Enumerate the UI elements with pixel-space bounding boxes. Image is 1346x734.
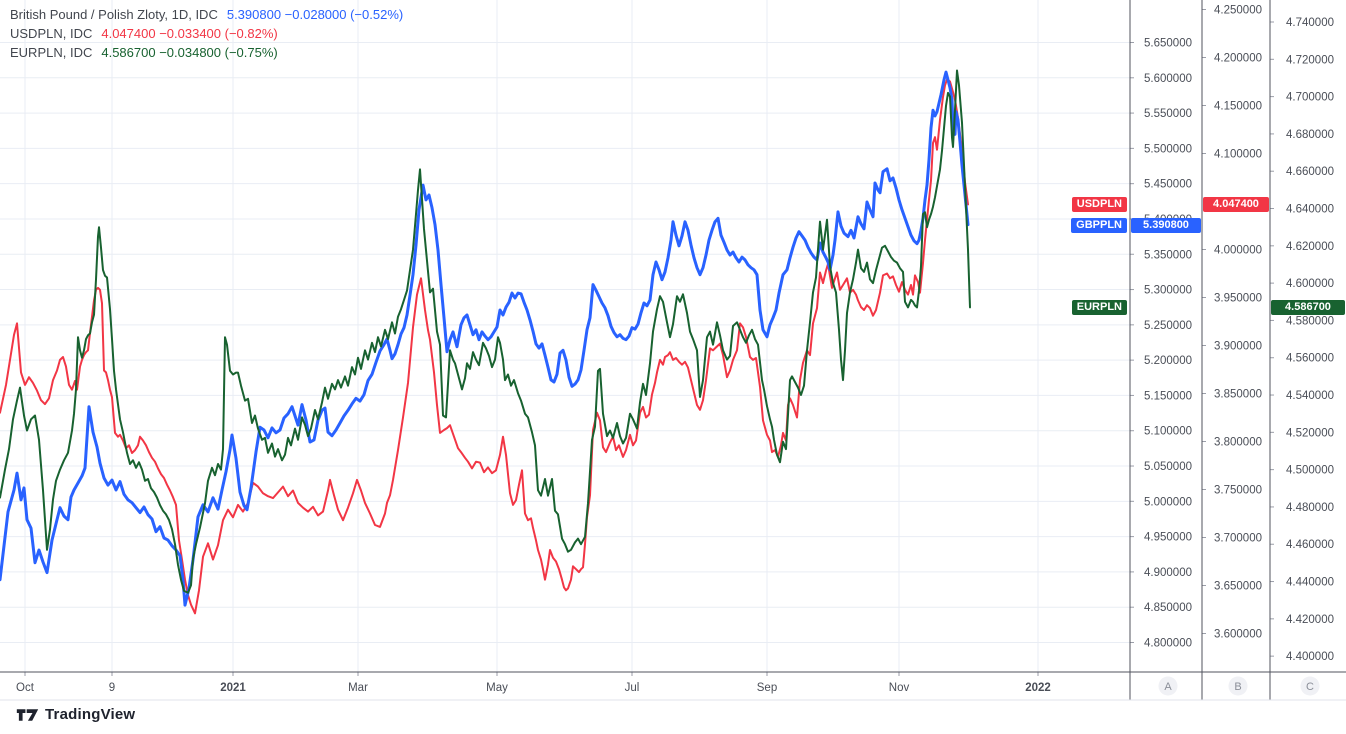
- price-tick-label: 4.520000: [1286, 427, 1334, 439]
- ticker-tag-gbppln: GBPPLN: [1071, 218, 1127, 233]
- scale-button-circle: [1158, 676, 1178, 696]
- price-tick-label: 3.600000: [1214, 629, 1262, 641]
- price-tick-label: 4.560000: [1286, 353, 1334, 365]
- price-tick-label: 4.740000: [1286, 17, 1334, 29]
- tradingview-logo-icon: [16, 708, 39, 721]
- price-tick-label: 4.200000: [1214, 53, 1262, 65]
- price-tick-label: 4.950000: [1144, 532, 1192, 544]
- price-tick-label: 5.250000: [1144, 320, 1192, 332]
- price-tick-label: 5.500000: [1144, 143, 1192, 155]
- price-tick-label: 5.450000: [1144, 179, 1192, 191]
- price-tick-label: 3.850000: [1214, 389, 1262, 401]
- series-line-eurpln: [0, 69, 971, 594]
- price-scale-b[interactable]: 4.250000 4.200000 4.150000 4.100000 4.000000…: [1202, 5, 1262, 641]
- legend-row-eurpln[interactable]: EURPLN, IDC 4.586700 −0.034800 (−0.75%): [10, 43, 403, 62]
- scale-button-a[interactable]: A: [1158, 676, 1178, 696]
- price-tick-label: 4.600000: [1286, 278, 1334, 290]
- price-tick-label: 4.850000: [1144, 602, 1192, 614]
- price-tick-label: 3.800000: [1214, 437, 1262, 449]
- scale-button-b[interactable]: B: [1228, 676, 1248, 696]
- scale-button-label: C: [1306, 681, 1314, 693]
- legend-values-eurpln: 4.586700 −0.034800 (−0.75%): [101, 45, 278, 60]
- series-line-usdpln: [0, 78, 969, 615]
- price-tick-label: 4.420000: [1286, 614, 1334, 626]
- price-tag-usdpln: 4.047400: [1203, 197, 1269, 212]
- series-lines: [0, 69, 971, 615]
- series-line-gbppln: [0, 70, 970, 607]
- price-tick-label: 5.650000: [1144, 37, 1192, 49]
- price-tick-label: 3.750000: [1214, 485, 1262, 497]
- ticker-tag-usdpln: USDPLN: [1071, 197, 1127, 212]
- price-tick-label: 5.100000: [1144, 426, 1192, 438]
- chart-pane[interactable]: [0, 0, 1130, 672]
- price-tick-label: 4.000000: [1214, 245, 1262, 257]
- time-tick-label: Nov: [889, 682, 910, 694]
- scale-button-label: A: [1164, 681, 1172, 693]
- tradingview-logo[interactable]: TradingView: [16, 706, 135, 723]
- price-tick-label: 5.000000: [1144, 496, 1192, 508]
- time-tick-label: 9: [109, 682, 115, 694]
- price-tick-label: 5.050000: [1144, 461, 1192, 473]
- legend-values-usdpln: 4.047400 −0.033400 (−0.82%): [101, 26, 278, 41]
- price-tick-label: 5.550000: [1144, 108, 1192, 120]
- price-tick-label: 4.800000: [1144, 637, 1192, 649]
- price-tick-label: 5.600000: [1144, 73, 1192, 85]
- price-tick-label: 4.540000: [1286, 390, 1334, 402]
- legend-title-usdpln: USDPLN, IDC: [10, 26, 93, 41]
- legend-values-gbppln: 5.390800 −0.028000 (−0.52%): [226, 7, 404, 22]
- time-tick-label: 2021: [220, 682, 246, 694]
- time-axis-area[interactable]: [0, 672, 1346, 700]
- price-scale-c[interactable]: 4.740000 4.720000 4.700000 4.680000 4.660000…: [1270, 17, 1334, 663]
- legend-title-eurpln: EURPLN, IDC: [10, 45, 93, 60]
- price-tick-label: 5.350000: [1144, 249, 1192, 261]
- price-tick-label: 4.700000: [1286, 92, 1334, 104]
- price-tick-label: 4.250000: [1214, 5, 1262, 17]
- price-tick-label: 4.100000: [1214, 149, 1262, 161]
- price-tick-label: 4.720000: [1286, 54, 1334, 66]
- price-tick-label: 3.700000: [1214, 533, 1262, 545]
- time-axis[interactable]: Oct 9 2021 Mar May Jul Sep Nov 2022: [0, 672, 1346, 700]
- price-tick-label: 4.620000: [1286, 241, 1334, 253]
- price-tick-label: 4.640000: [1286, 204, 1334, 216]
- legend: British Pound / Polish Zloty, 1D, IDC 5.3…: [10, 5, 403, 62]
- price-tick-label: 4.500000: [1286, 465, 1334, 477]
- price-tick-label: 4.150000: [1214, 101, 1262, 113]
- price-scale-a[interactable]: 5.650000 5.600000 5.550000 5.500000 5.450000…: [1130, 37, 1192, 649]
- tradingview-logo-text: TradingView: [45, 706, 136, 723]
- price-tick-label: 4.660000: [1286, 166, 1334, 178]
- price-tick-label: 4.580000: [1286, 315, 1334, 327]
- scale-button-circle: [1300, 676, 1320, 696]
- time-tick-label: 2022: [1025, 682, 1051, 694]
- scale-button-circle: [1228, 676, 1248, 696]
- time-tick-label: Sep: [757, 682, 777, 694]
- price-tick-label: 3.650000: [1214, 581, 1262, 593]
- scale-button-label: B: [1234, 681, 1241, 693]
- price-tag-eurpln: 4.586700: [1271, 300, 1345, 315]
- time-tick-label: Mar: [348, 682, 368, 694]
- price-tick-label: 4.400000: [1286, 651, 1334, 663]
- price-tag-gbppln: 5.390800: [1131, 218, 1201, 233]
- time-tick-label: Oct: [16, 682, 35, 694]
- price-tick-label: 3.950000: [1214, 293, 1262, 305]
- legend-title-gbppln: British Pound / Polish Zloty, 1D, IDC: [10, 7, 218, 22]
- price-tick-label: 4.440000: [1286, 577, 1334, 589]
- ticker-tag-eurpln: EURPLN: [1071, 300, 1127, 315]
- price-tick-label: 4.680000: [1286, 129, 1334, 141]
- legend-row-gbppln[interactable]: British Pound / Polish Zloty, 1D, IDC 5.3…: [10, 5, 403, 24]
- price-tick-label: 4.460000: [1286, 539, 1334, 551]
- price-tick-label: 5.150000: [1144, 390, 1192, 402]
- time-tick-label: May: [486, 682, 508, 694]
- price-tick-label: 5.200000: [1144, 355, 1192, 367]
- price-tick-label: 4.900000: [1144, 567, 1192, 579]
- price-tick-label: 3.900000: [1214, 341, 1262, 353]
- scale-button-c[interactable]: C: [1300, 676, 1320, 696]
- price-tick-label: 4.480000: [1286, 502, 1334, 514]
- time-tick-label: Jul: [625, 682, 640, 694]
- legend-row-usdpln[interactable]: USDPLN, IDC 4.047400 −0.033400 (−0.82%): [10, 24, 403, 43]
- price-tick-label: 5.300000: [1144, 285, 1192, 297]
